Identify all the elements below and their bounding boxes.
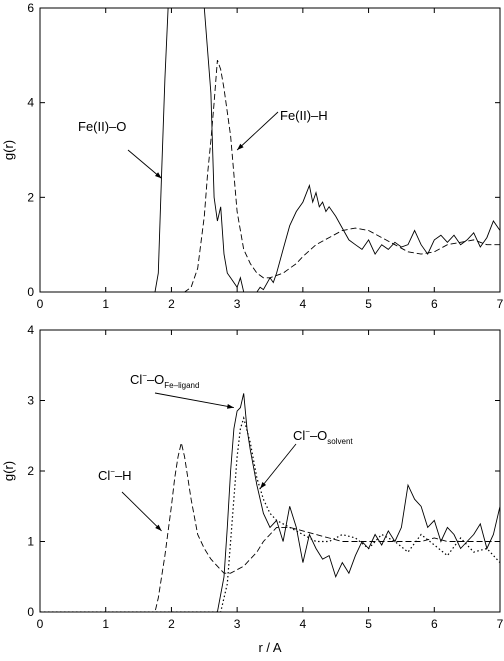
y-tick-label: 4 xyxy=(27,323,34,337)
x-tick-label: 7 xyxy=(497,617,504,631)
series-line-0 xyxy=(40,393,500,612)
annotation-arrow xyxy=(259,443,297,489)
arrowhead xyxy=(155,172,162,179)
arrowhead xyxy=(227,404,234,409)
axis-ticks: 0 1 2 3 4 5 6 7 0 1 2 3 4 xyxy=(27,323,503,631)
x-tick-label: 0 xyxy=(37,617,44,631)
x-tick-label: 2 xyxy=(168,297,175,311)
x-tick-label: 3 xyxy=(234,617,241,631)
y-tick-label: 1 xyxy=(27,535,34,549)
annotation-label: Cl−–OFe–ligand xyxy=(130,371,199,390)
y-axis-label: g(r) xyxy=(1,461,16,481)
plot-lines xyxy=(40,393,500,612)
arrowhead xyxy=(155,524,162,531)
plot-lines xyxy=(40,8,500,292)
y-tick-label: 0 xyxy=(27,285,34,299)
y-tick-label: 2 xyxy=(27,464,34,478)
axis-ticks: 0 1 2 3 4 5 6 7 0 2 4 6 xyxy=(27,1,503,311)
annotation-label: Fe(II)–O xyxy=(78,119,126,134)
x-tick-label: 4 xyxy=(300,617,307,631)
annotation-label: Fe(II)–H xyxy=(280,108,328,123)
x-tick-label: 5 xyxy=(365,297,372,311)
chart-top-panel: 0 1 2 3 4 5 6 7 0 2 4 6 g(r) Fe(II)–O Fe(II)–H xyxy=(1,1,504,311)
x-tick-label: 5 xyxy=(365,617,372,631)
y-tick-label: 6 xyxy=(27,1,34,15)
annotation-arrow xyxy=(127,149,162,179)
y-tick-label: 4 xyxy=(27,96,34,110)
annotation-arrow xyxy=(236,111,279,151)
series-line-0 xyxy=(40,8,500,292)
series-line-1 xyxy=(40,59,500,292)
annotation-arrow xyxy=(154,392,234,408)
x-tick-label: 6 xyxy=(431,297,438,311)
y-axis-label: g(r) xyxy=(1,140,16,160)
annotation-arrow xyxy=(121,491,162,532)
x-tick-label: 0 xyxy=(37,297,44,311)
x-tick-label: 3 xyxy=(234,297,241,311)
plot-frame xyxy=(39,7,501,293)
annotation-label: Cl−–Osolvent xyxy=(293,427,353,446)
arrowhead xyxy=(237,143,244,150)
annotations: Cl−–OFe–ligand Cl−–Osolvent Cl−–H xyxy=(98,371,353,532)
x-tick-label: 7 xyxy=(497,297,504,311)
x-tick-label: 4 xyxy=(300,297,307,311)
annotation-label: Cl−–H xyxy=(98,467,132,483)
series-line-1 xyxy=(40,415,500,612)
arrowhead xyxy=(260,482,267,489)
x-tick-label: 1 xyxy=(102,617,109,631)
x-tick-label: 6 xyxy=(431,617,438,631)
x-tick-label: 1 xyxy=(102,297,109,311)
x-tick-label: 2 xyxy=(168,617,175,631)
series-line-2 xyxy=(40,442,500,612)
y-tick-label: 3 xyxy=(27,394,34,408)
y-tick-label: 2 xyxy=(27,190,34,204)
y-tick-label: 0 xyxy=(27,605,34,619)
x-axis-label: r / A xyxy=(258,640,281,655)
annotations: Fe(II)–O Fe(II)–H xyxy=(78,108,328,179)
